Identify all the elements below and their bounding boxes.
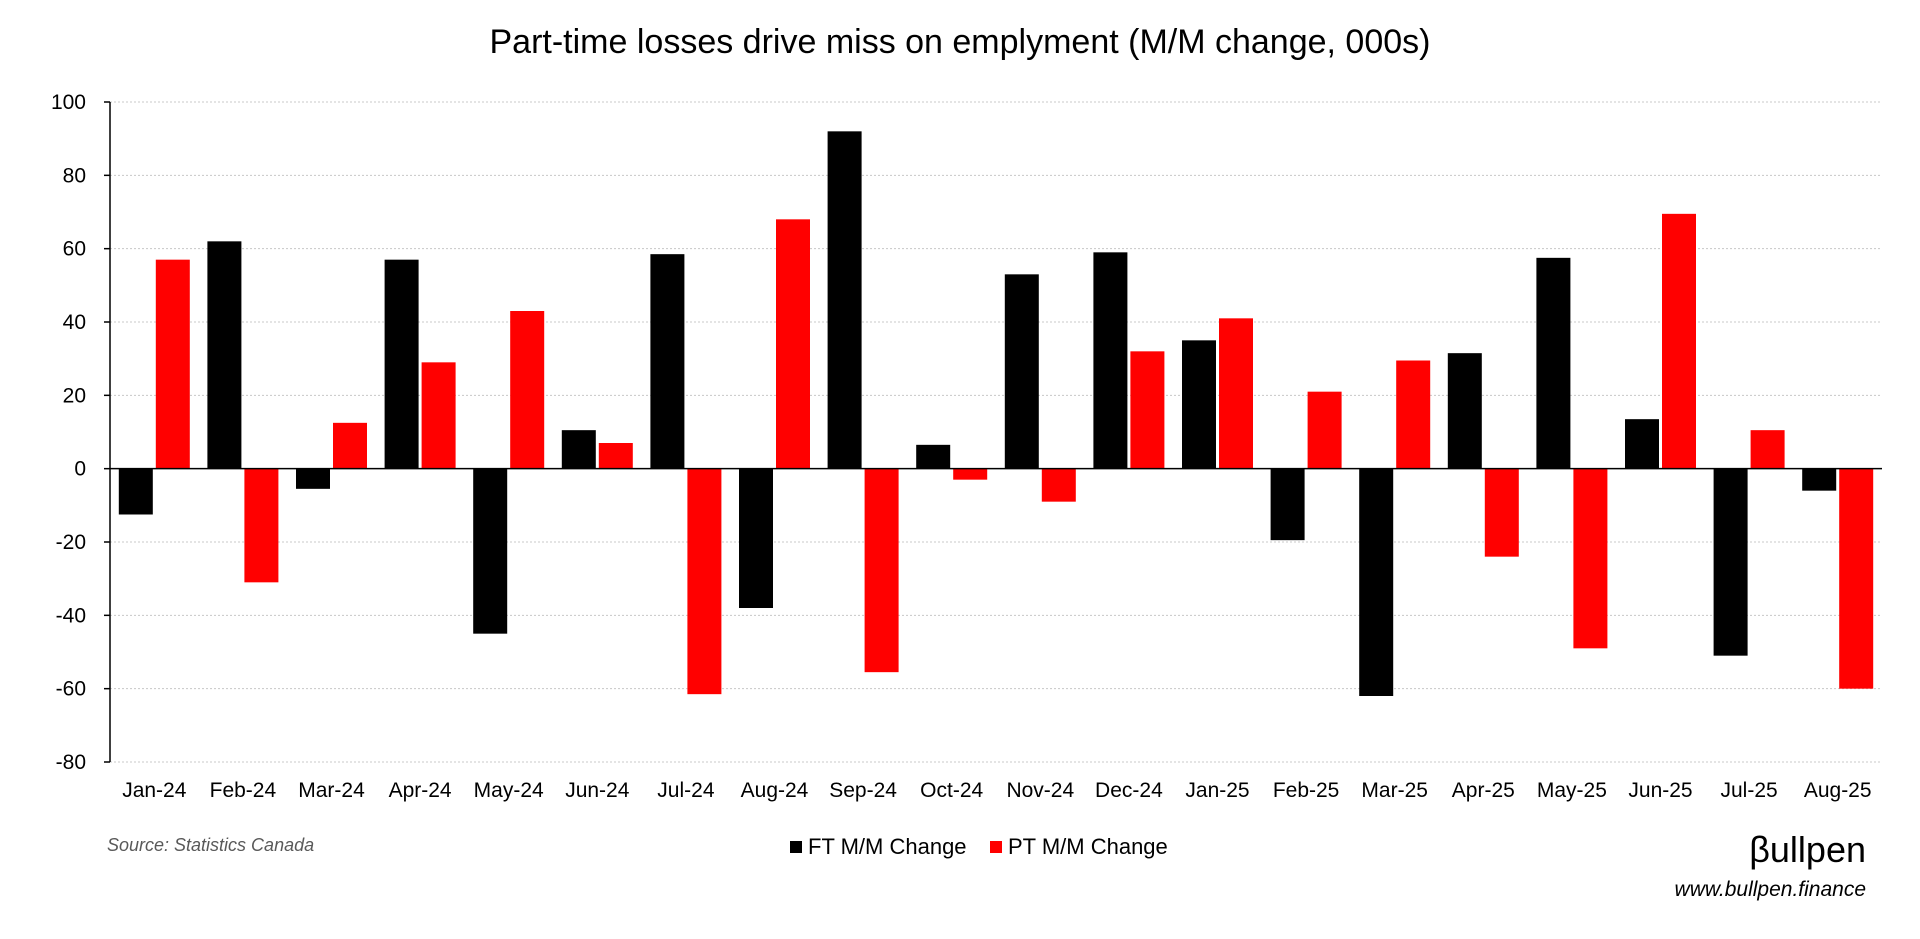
y-tick-label: 100 (51, 91, 86, 114)
ft-bar-oct-24 (916, 444, 951, 469)
pt-bar-may-25 (1573, 468, 1608, 649)
ft-bar-feb-24 (207, 241, 242, 469)
ft-bar-jul-24 (650, 254, 685, 469)
ft-bar-jul-25 (1713, 468, 1748, 656)
x-tick-label: Nov-24 (1006, 779, 1074, 802)
pt-bar-mar-25 (1396, 360, 1431, 469)
pt-bar-jan-24 (155, 259, 190, 469)
x-tick-label: Jan-25 (1185, 779, 1249, 802)
pt-bar-feb-25 (1307, 391, 1342, 469)
pt-bar-jun-24 (598, 443, 633, 469)
ft-bar-jan-25 (1182, 340, 1216, 469)
x-tick-label: Sep-24 (829, 779, 897, 802)
pt-bar-apr-25 (1484, 468, 1519, 557)
ft-bar-mar-24 (296, 468, 330, 489)
brand-url: www.bullpen.finance (1675, 878, 1866, 901)
x-tick-label: May-25 (1537, 779, 1607, 802)
chart-title: Part-time losses drive miss on emplyment… (490, 23, 1431, 61)
y-tick-label: -20 (56, 531, 86, 554)
legend-label-ft: FT M/M Change (808, 834, 967, 859)
pt-bar-aug-25 (1839, 468, 1874, 689)
brand-logo: βullpen (1749, 829, 1866, 870)
x-tick-label: Aug-25 (1804, 779, 1872, 802)
x-tick-label: Jul-25 (1720, 779, 1777, 802)
pt-bar-mar-24 (333, 422, 367, 469)
x-tick-label: May-24 (474, 779, 544, 802)
pt-bar-may-24 (510, 311, 545, 469)
y-tick-label: 40 (63, 311, 86, 334)
ft-bar-feb-25 (1270, 468, 1305, 541)
y-tick-label: -80 (56, 751, 86, 774)
ft-bar-jun-25 (1625, 419, 1659, 469)
x-axis-ticks: Jan-24 Feb-24 Mar-24 Apr-24 May-24 Jun-24 Jul-… (122, 779, 1871, 802)
y-tick-label: -40 (56, 604, 86, 627)
legend-swatch-pt (990, 841, 1002, 853)
x-tick-label: Feb-25 (1273, 779, 1340, 802)
ft-bar-jun-24 (561, 430, 596, 469)
x-tick-label: Jun-24 (565, 779, 630, 802)
pt-bar-oct-24 (953, 468, 988, 480)
bars (118, 131, 1874, 696)
x-tick-label: Oct-24 (920, 779, 983, 802)
y-tick-label: 0 (74, 458, 86, 481)
x-tick-label: Mar-25 (1361, 779, 1428, 802)
x-tick-label: Jun-25 (1628, 779, 1692, 802)
pt-bar-jul-25 (1750, 430, 1785, 469)
ft-bar-aug-25 (1802, 468, 1837, 491)
ft-bar-mar-25 (1359, 468, 1394, 696)
x-tick-label: Dec-24 (1095, 779, 1163, 802)
x-tick-label: Apr-25 (1452, 779, 1515, 802)
x-tick-label: Mar-24 (298, 779, 365, 802)
legend-label-pt: PT M/M Change (1008, 834, 1168, 859)
x-tick-label: Jan-24 (122, 779, 187, 802)
y-tick-label: 80 (63, 164, 86, 187)
ft-bar-may-25 (1536, 257, 1571, 469)
gridlines (110, 101, 1882, 763)
pt-bar-nov-24 (1041, 468, 1076, 502)
y-axis-ticks: 100 80 60 40 20 0 -20 -40 -60 -80 (51, 91, 110, 774)
y-tick-label: 60 (63, 238, 86, 261)
x-tick-label: Jul-24 (657, 779, 715, 802)
x-tick-label: Apr-24 (389, 779, 452, 802)
ft-bar-dec-24 (1093, 252, 1128, 469)
y-tick-label: -60 (56, 678, 86, 701)
ft-bar-jan-24 (118, 468, 153, 515)
ft-bar-aug-24 (739, 468, 773, 608)
source-note: Source: Statistics Canada (107, 835, 314, 855)
pt-bar-feb-24 (244, 468, 279, 583)
pt-bar-sep-24 (864, 468, 899, 673)
ft-bar-apr-25 (1447, 353, 1482, 469)
pt-bar-apr-24 (421, 362, 456, 469)
y-tick-label: 20 (63, 384, 86, 407)
ft-bar-apr-24 (384, 259, 419, 469)
legend: FT M/M Change PT M/M Change (790, 834, 1168, 859)
pt-bar-jun-25 (1662, 213, 1696, 469)
pt-bar-jan-25 (1219, 318, 1253, 469)
ft-bar-nov-24 (1004, 274, 1039, 469)
pt-bar-dec-24 (1130, 351, 1165, 469)
ft-bar-may-24 (473, 468, 508, 634)
pt-bar-aug-24 (776, 219, 810, 469)
x-tick-label: Feb-24 (210, 779, 277, 802)
ft-bar-sep-24 (827, 131, 862, 469)
legend-swatch-ft (790, 841, 802, 853)
pt-bar-jul-24 (687, 468, 722, 695)
x-tick-label: Aug-24 (741, 779, 809, 802)
